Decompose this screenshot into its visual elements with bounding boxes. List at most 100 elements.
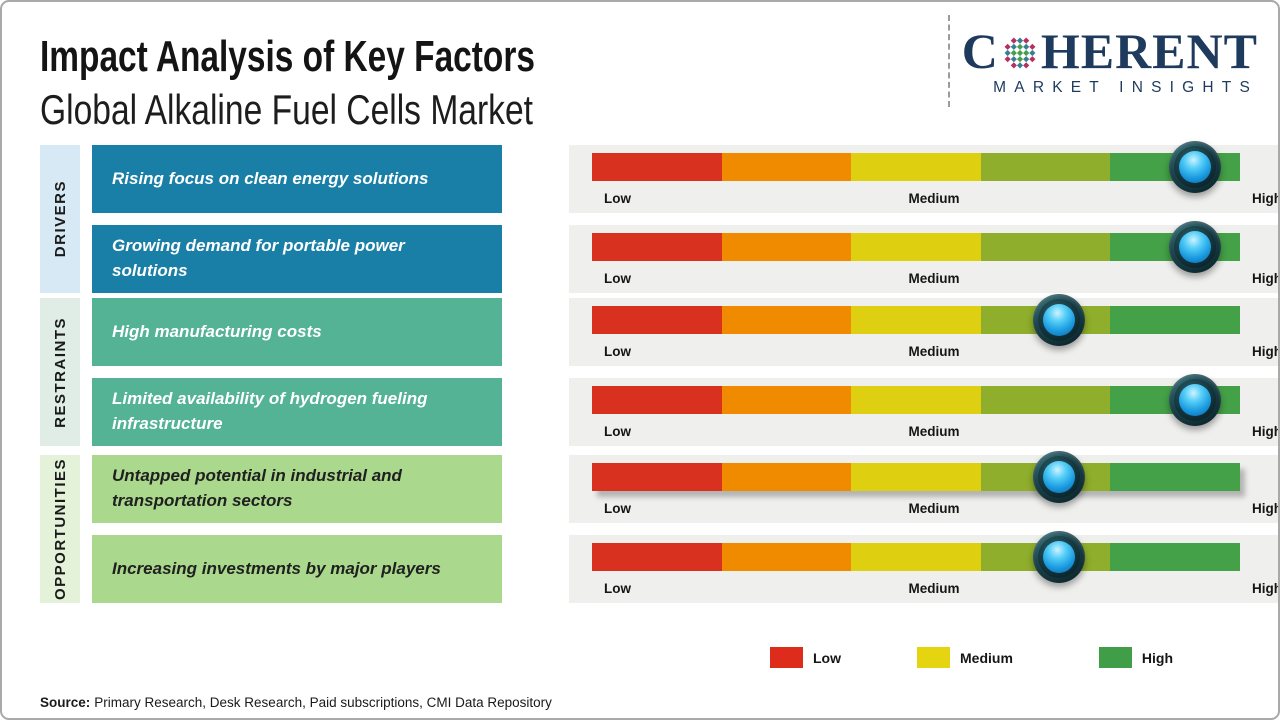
scale-label-medium: Medium [908, 344, 960, 359]
scale-label-medium: Medium [908, 271, 960, 286]
dashed-separator [948, 15, 950, 107]
source-prefix: Source: [40, 695, 91, 710]
bar-segment-3 [851, 306, 981, 334]
legend-item-low: Low [770, 647, 841, 668]
bar-segment-1 [592, 306, 722, 334]
bar-segment-4 [980, 386, 1111, 414]
group-restraints: RESTRAINTS High manufacturing costs Low … [40, 294, 1278, 446]
scale-label-high: High [1252, 501, 1280, 516]
category-label-opportunities: OPPORTUNITIES [40, 455, 80, 603]
logo-letter-c: C [961, 23, 999, 79]
scale-label-low: Low [604, 424, 631, 439]
scale-label-low: Low [604, 271, 631, 286]
impact-bar [592, 451, 1240, 503]
factor-box: High manufacturing costs [92, 298, 502, 366]
scale-label-low: Low [604, 501, 631, 516]
scale-label-medium: Medium [908, 501, 960, 516]
bar-segment-3 [851, 543, 981, 571]
bar-segment-3 [851, 153, 981, 181]
impact-bar [592, 374, 1240, 426]
group-drivers: DRIVERS Rising focus on clean energy sol… [40, 141, 1278, 293]
impact-marker [1032, 294, 1085, 346]
factor-row: Growing demand for portable power soluti… [92, 221, 1278, 293]
bar-segment-2 [721, 153, 852, 181]
scale-label-high: High [1252, 344, 1280, 359]
logo-wordmark: C [952, 26, 1258, 76]
bar-segment-1 [592, 233, 722, 261]
impact-scale-panel: Low Medium High [569, 221, 1280, 293]
bar-segment-1 [592, 386, 722, 414]
legend-swatch-high [1098, 647, 1132, 668]
impact-marker [1032, 531, 1085, 583]
bar-segment-4 [980, 153, 1111, 181]
factor-box: Limited availability of hydrogen fueling… [92, 378, 502, 446]
impact-marker [1168, 221, 1221, 273]
scale-label-high: High [1252, 271, 1280, 286]
bar-segment-5 [1110, 306, 1240, 334]
bar-segment-5 [1110, 543, 1240, 571]
impact-bar [592, 141, 1240, 193]
scale-label-low: Low [604, 581, 631, 596]
legend-swatch-low [770, 647, 803, 668]
factor-box: Increasing investments by major players [92, 535, 502, 603]
impact-bar [592, 531, 1240, 583]
legend-label-low: Low [813, 649, 841, 666]
bar-segment-2 [721, 233, 852, 261]
source-line: Source: Primary Research, Desk Research, … [40, 695, 552, 710]
source-text: Primary Research, Desk Research, Paid su… [94, 695, 552, 710]
bar-segment-2 [721, 463, 852, 491]
logo-tagline: MARKET INSIGHTS [993, 79, 1258, 96]
scale-label-low: Low [604, 191, 631, 206]
legend-label-high: High [1141, 649, 1173, 666]
category-label-drivers: DRIVERS [40, 145, 80, 293]
factor-box: Growing demand for portable power soluti… [92, 225, 502, 293]
impact-bar [592, 294, 1240, 346]
legend-swatch-medium [917, 647, 950, 668]
page-subtitle: Global Alkaline Fuel Cells Market [40, 86, 534, 133]
page-title: Impact Analysis of Key Factors [40, 32, 535, 81]
bar-segment-2 [721, 543, 852, 571]
bar-segment-1 [592, 543, 722, 571]
factor-box: Rising focus on clean energy solutions [92, 145, 502, 213]
bar-segment-3 [851, 233, 981, 261]
group-opportunities: OPPORTUNITIES Untapped potential in indu… [40, 451, 1278, 603]
company-logo: C [952, 26, 1258, 97]
factor-box: Untapped potential in industrial and tra… [92, 455, 502, 523]
impact-scale-panel: Low Medium High [569, 294, 1280, 366]
impact-scale-panel: Low Medium High [569, 451, 1280, 523]
legend-label-medium: Medium [960, 649, 1013, 666]
legend-item-medium: Medium [917, 647, 1013, 668]
impact-bar [592, 221, 1240, 273]
globe-dots-icon [1004, 37, 1036, 69]
impact-scale-panel: Low Medium High [569, 141, 1280, 213]
impact-scale-panel: Low Medium High [569, 374, 1280, 446]
factor-row: High manufacturing costs Low Medium High [92, 294, 1278, 366]
impact-scale-panel: Low Medium High [569, 531, 1280, 603]
impact-marker [1168, 374, 1221, 426]
category-label-restraints: RESTRAINTS [40, 298, 80, 446]
scale-label-medium: Medium [908, 581, 960, 596]
bar-segment-1 [592, 463, 722, 491]
logo-letters-herent: HERENT [1040, 23, 1258, 79]
impact-marker [1032, 451, 1085, 503]
legend: Low Medium High [770, 647, 1173, 668]
bar-segment-5 [1110, 463, 1240, 491]
factor-row: Limited availability of hydrogen fueling… [92, 374, 1278, 446]
bar-segment-2 [721, 306, 852, 334]
legend-item-high: High [1098, 647, 1173, 668]
bar-segment-2 [721, 386, 852, 414]
bar-segment-1 [592, 153, 722, 181]
scale-label-low: Low [604, 344, 631, 359]
scale-label-medium: Medium [908, 191, 960, 206]
bar-segment-3 [851, 463, 981, 491]
bar-segment-4 [980, 233, 1111, 261]
factor-row: Increasing investments by major players … [92, 531, 1278, 603]
scale-label-medium: Medium [908, 424, 960, 439]
factor-row: Rising focus on clean energy solutions L… [92, 141, 1278, 213]
scale-label-high: High [1252, 191, 1280, 206]
impact-marker [1168, 141, 1221, 193]
bar-segment-3 [851, 386, 981, 414]
scale-label-high: High [1252, 581, 1280, 596]
scale-label-high: High [1252, 424, 1280, 439]
